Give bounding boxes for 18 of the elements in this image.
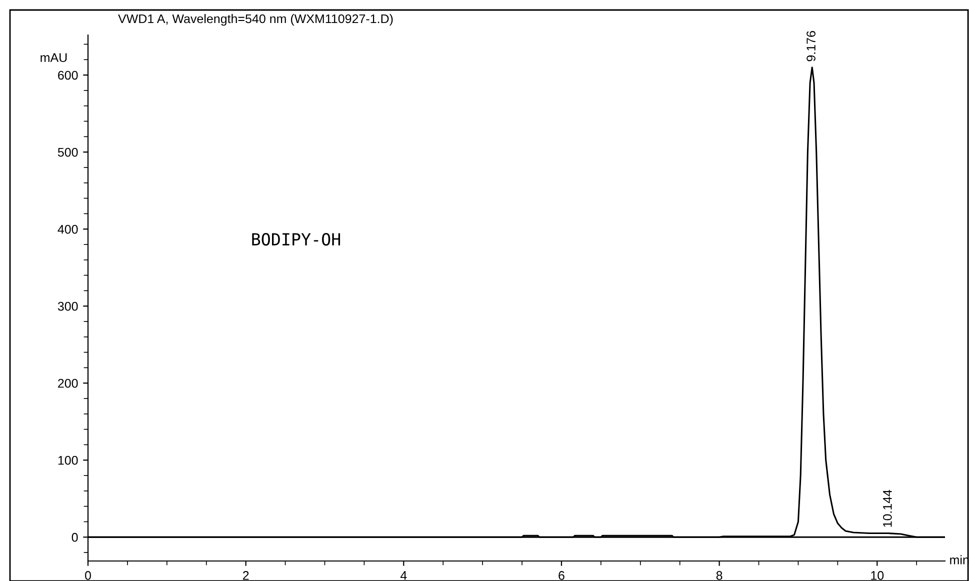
annotation: 9.176 bbox=[806, 31, 816, 62]
y-axis-title: mAU bbox=[40, 53, 67, 62]
y-tick-label: 300 bbox=[58, 302, 78, 311]
x-tick-label: 0 bbox=[85, 571, 91, 580]
annotation: BODIPY-OH bbox=[252, 233, 340, 246]
y-tick-label: 400 bbox=[58, 224, 78, 234]
y-tick-label: 100 bbox=[58, 456, 78, 465]
y-tick-label: 600 bbox=[58, 70, 78, 80]
x-tick-label: 4 bbox=[400, 571, 407, 580]
y-tick-label: 0 bbox=[72, 532, 78, 542]
x-tick-label: 10 bbox=[871, 571, 884, 580]
x-tick-label: 8 bbox=[716, 571, 722, 580]
y-tick-label: 200 bbox=[58, 378, 78, 388]
chart-title: VWD1 A, Wavelength=540 nm (WXM110927-1.D) bbox=[118, 14, 393, 26]
x-tick-label: 2 bbox=[242, 571, 249, 580]
x-tick-label: 6 bbox=[558, 571, 564, 580]
annotation: 10.144 bbox=[883, 490, 892, 527]
y-tick-label: 500 bbox=[58, 148, 78, 157]
